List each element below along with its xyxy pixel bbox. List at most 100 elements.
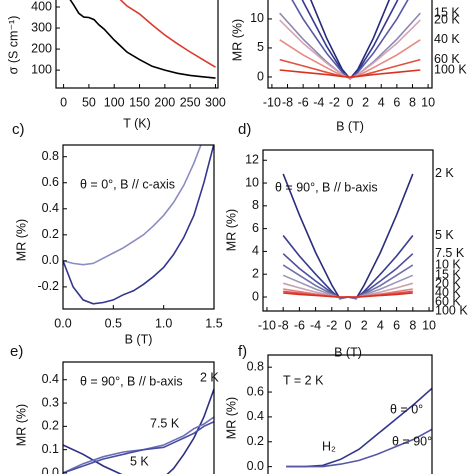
y-tick-label: 0 (252, 289, 259, 303)
y-tick-label: 0.2 (247, 434, 264, 448)
x-tick-label: -6 (298, 95, 309, 109)
x-tick-label: 4 (377, 318, 384, 332)
series-line (286, 428, 432, 468)
y-tick-label: 300 (31, 20, 52, 34)
y-tick-label: 6 (252, 221, 259, 235)
x-tick-label: 10 (421, 95, 435, 109)
series-label: 40 K (435, 286, 461, 300)
series-label: 100 K (434, 62, 467, 76)
series-label: 20 K (434, 12, 460, 26)
plot-area (282, 173, 414, 300)
y-tick-label: 400 (31, 0, 52, 13)
series-label: 5 K (435, 228, 454, 242)
series-line (279, 19, 421, 80)
y-tick-label: 0.4 (42, 201, 59, 215)
x-tick-label: -8 (282, 95, 293, 109)
plot-area (279, 0, 421, 80)
panel-label: f) (238, 343, 247, 360)
x-tick-label: 200 (154, 95, 175, 109)
series-label: θ = 0° (390, 402, 423, 416)
annotation: θ = 0°, B // c-axis (80, 177, 175, 191)
y-tick-label: 10 (245, 175, 259, 189)
y-tick-label: 2 (252, 266, 259, 280)
x-tick-label: 0 (60, 95, 67, 109)
y-axis-label: MR (%) (14, 219, 28, 261)
x-tick-label: 4 (378, 95, 385, 109)
x-tick-label: 10 (422, 318, 436, 332)
y-tick-label: 200 (31, 41, 52, 55)
x-tick-label: -10 (258, 318, 276, 332)
frame (267, 354, 433, 474)
y-tick-label: 4 (252, 244, 259, 258)
y-tick-label: 0.8 (42, 149, 59, 163)
y-tick-label: 5 (257, 40, 264, 54)
frame (55, 0, 219, 89)
y-tick-label: 0.1 (42, 442, 59, 456)
y-tick-label: 100 (31, 62, 52, 76)
series-label: 40 K (434, 32, 460, 46)
y-tick-label: 0.2 (42, 227, 59, 241)
y-tick-label: -0.2 (37, 279, 59, 293)
x-tick-label: 0.5 (105, 316, 122, 330)
y-tick-label: 0 (257, 69, 264, 83)
series-line (63, 420, 214, 474)
plot-area (63, 145, 214, 305)
series-label: 15 K (434, 5, 460, 19)
y-tick-label: 0.6 (42, 175, 59, 189)
x-axis-label: B (T) (336, 119, 364, 133)
y-axis-label: MR (%) (230, 19, 244, 61)
series-label: 7.5 K (435, 246, 465, 260)
panel-label: d) (238, 121, 251, 138)
y-tick-label: 0.0 (42, 253, 59, 267)
series-line (279, 58, 421, 79)
x-tick-label: -8 (278, 318, 289, 332)
series-line (63, 416, 214, 474)
series-line (286, 387, 432, 468)
x-tick-label: 150 (129, 95, 150, 109)
annotation: θ = 90°, B // b-axis (80, 374, 183, 388)
x-tick-label: -6 (294, 318, 305, 332)
x-tick-label: 1.5 (205, 316, 222, 330)
x-tick-label: 0 (345, 318, 352, 332)
series-line (119, 0, 216, 68)
y-tick-label: 8 (252, 198, 259, 212)
series-line (291, 0, 409, 80)
annotation: H₂ (322, 439, 336, 453)
x-tick-label: 100 (104, 95, 125, 109)
panel-label: c) (12, 121, 25, 138)
series-label: 2 K (435, 166, 454, 180)
y-axis-label: MR (%) (224, 209, 238, 251)
y-tick-label: 0.6 (247, 384, 264, 398)
y-axis-label: MR (%) (224, 397, 238, 439)
series-label: 10 K (435, 257, 461, 271)
series-label: 60 K (434, 52, 460, 66)
frame (262, 149, 434, 312)
y-tick-label: 0.0 (247, 459, 264, 473)
y-tick-label: 0.8 (247, 359, 264, 373)
x-tick-label: 2 (361, 318, 368, 332)
x-axis-label: B (T) (125, 332, 153, 346)
series-line (282, 282, 414, 299)
series-line (63, 145, 214, 305)
y-tick-label: 10 (250, 11, 264, 25)
x-tick-label: 8 (409, 318, 416, 332)
x-axis-label: B (T) (334, 345, 362, 359)
x-tick-label: -2 (326, 318, 337, 332)
y-tick-label: 0.4 (42, 372, 59, 386)
x-tick-label: 300 (205, 95, 226, 109)
x-tick-label: 2 (362, 95, 369, 109)
panel-label: e) (10, 343, 23, 360)
series-line (63, 145, 202, 266)
y-tick-label: 0.2 (42, 419, 59, 433)
series-line (301, 0, 399, 80)
series-label: 7.5 K (150, 416, 180, 430)
series-label: 60 K (435, 295, 461, 309)
x-tick-label: 8 (409, 95, 416, 109)
y-axis-label: MR (%) (14, 404, 28, 446)
plot-area (69, 0, 216, 79)
x-tick-label: 6 (393, 95, 400, 109)
x-axis-label: T (K) (123, 116, 151, 130)
plot-area (63, 388, 214, 474)
x-tick-label: 250 (180, 95, 201, 109)
x-tick-label: 1.0 (155, 316, 172, 330)
